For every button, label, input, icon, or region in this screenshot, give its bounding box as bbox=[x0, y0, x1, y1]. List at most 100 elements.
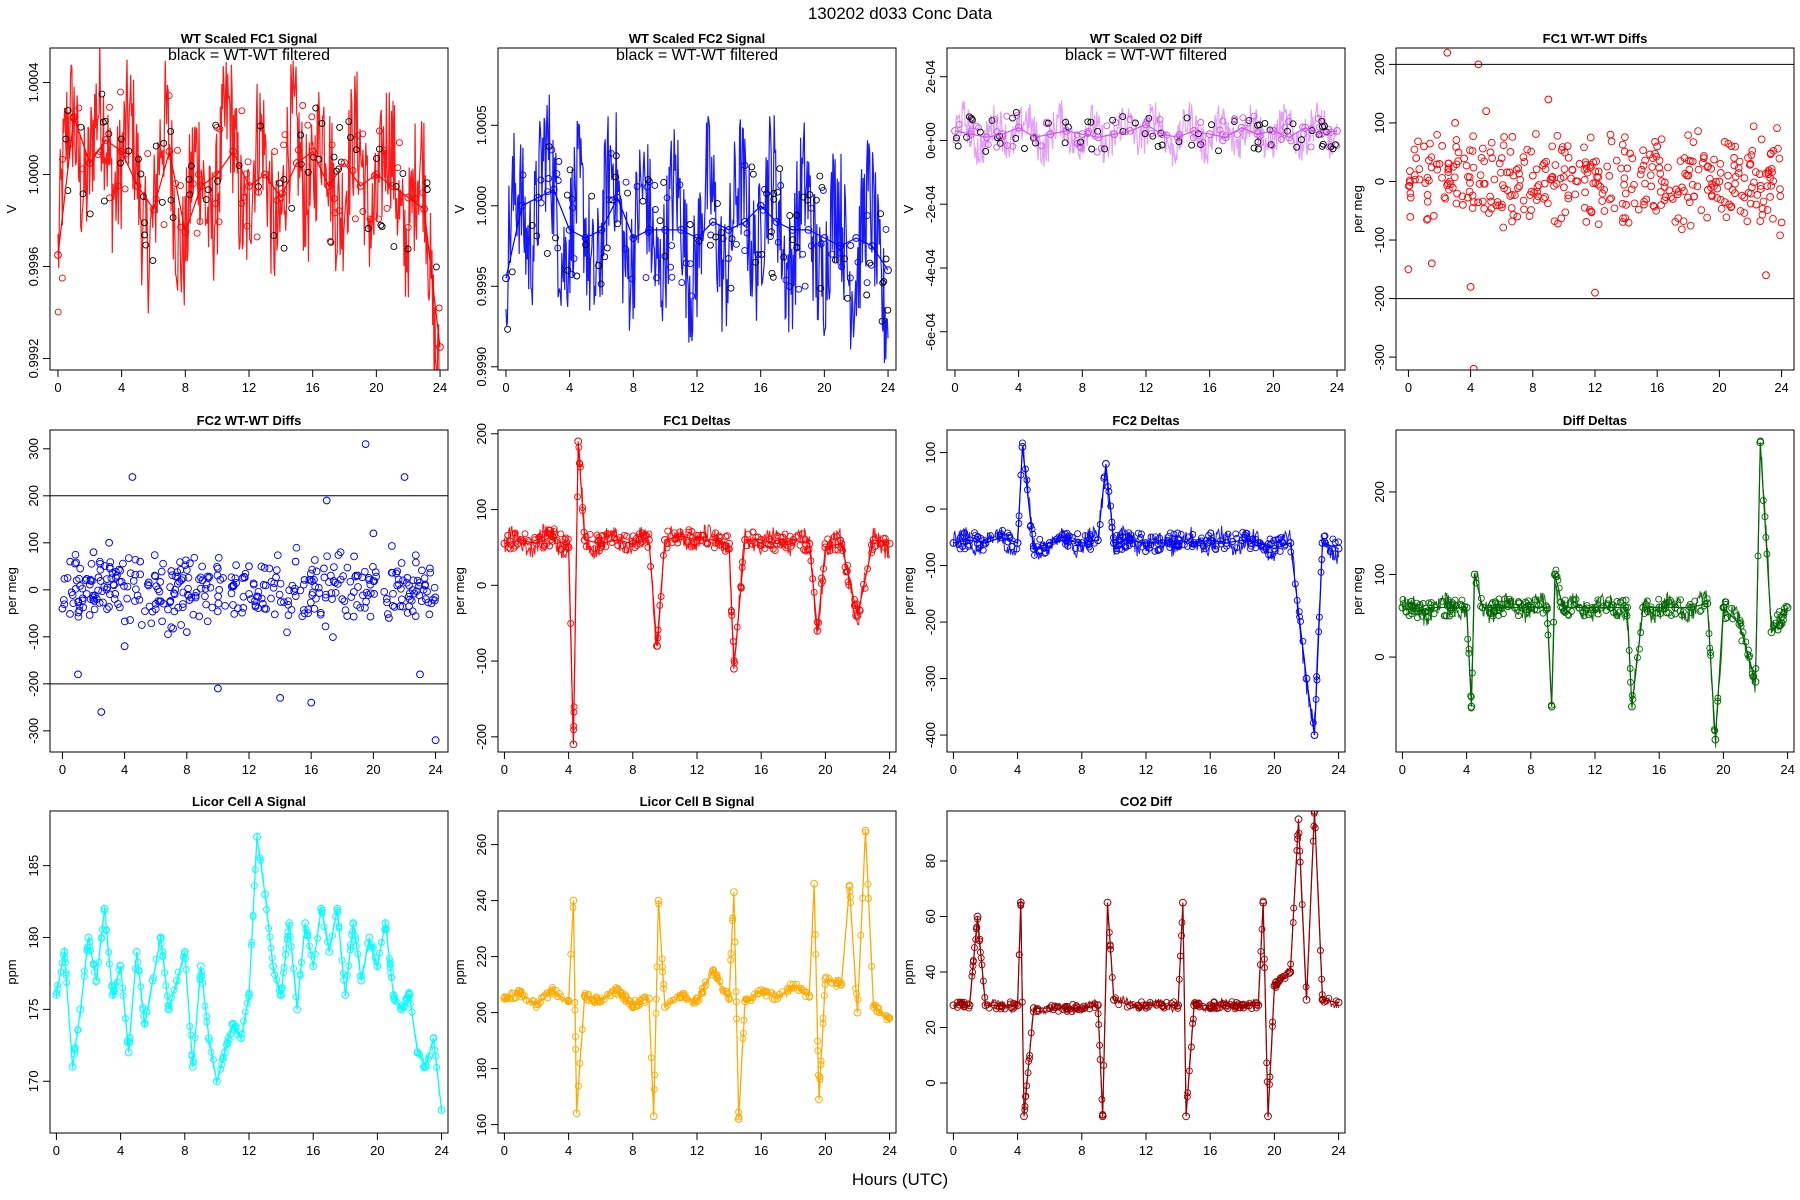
data-point bbox=[108, 991, 117, 999]
data-point bbox=[97, 708, 106, 716]
texture-marker bbox=[240, 193, 248, 201]
texture-marker bbox=[960, 529, 968, 537]
texture-marker bbox=[275, 590, 284, 599]
texture-marker bbox=[1077, 138, 1085, 146]
texture-marker bbox=[144, 581, 153, 590]
texture-marker bbox=[111, 590, 120, 598]
data-point bbox=[133, 182, 142, 190]
data-point bbox=[724, 226, 733, 234]
texture-marker bbox=[828, 250, 836, 258]
texture-marker bbox=[1084, 130, 1092, 137]
texture-marker bbox=[754, 251, 762, 258]
texture-marker bbox=[1552, 566, 1560, 574]
texture-marker bbox=[364, 591, 373, 599]
texture-marker bbox=[420, 574, 429, 583]
texture-marker bbox=[610, 530, 617, 538]
texture-marker bbox=[1738, 191, 1746, 200]
texture-marker bbox=[1508, 190, 1516, 199]
texture-marker bbox=[419, 585, 428, 594]
texture-marker bbox=[1620, 180, 1628, 189]
data-point bbox=[1020, 1112, 1028, 1121]
data-point bbox=[1110, 130, 1119, 139]
data-point bbox=[301, 919, 310, 927]
data-point bbox=[998, 130, 1007, 139]
x-tick-label: 8 bbox=[1527, 762, 1534, 777]
texture-marker bbox=[719, 235, 727, 242]
texture-marker bbox=[273, 551, 282, 560]
texture-marker bbox=[78, 596, 87, 605]
data-point bbox=[1334, 544, 1343, 553]
texture-marker bbox=[362, 588, 371, 597]
texture-marker bbox=[1767, 149, 1775, 158]
data-point bbox=[1190, 539, 1198, 547]
texture-marker bbox=[540, 540, 548, 548]
texture-marker bbox=[1469, 198, 1478, 206]
texture-marker bbox=[1480, 179, 1489, 188]
x-tick-label: 16 bbox=[754, 1143, 768, 1158]
data-point bbox=[1639, 603, 1647, 612]
x-tick-label: 20 bbox=[1266, 380, 1280, 395]
texture-marker bbox=[664, 527, 672, 535]
texture-marker bbox=[190, 553, 199, 562]
texture-marker bbox=[405, 589, 414, 598]
x-tick-label: 4 bbox=[121, 762, 128, 777]
texture-marker bbox=[345, 118, 353, 126]
texture-marker bbox=[543, 249, 551, 257]
data-point bbox=[661, 1003, 669, 1011]
y-tick-label: 1.0000 bbox=[474, 186, 489, 226]
texture-marker bbox=[159, 559, 167, 568]
texture-marker bbox=[1731, 179, 1739, 188]
texture-marker bbox=[686, 260, 694, 268]
texture-marker bbox=[380, 147, 388, 155]
data-point bbox=[1543, 603, 1551, 612]
data-point bbox=[124, 1048, 133, 1057]
texture-marker bbox=[361, 604, 369, 612]
plot-area bbox=[502, 94, 892, 364]
texture-marker bbox=[1526, 191, 1534, 199]
texture-marker bbox=[841, 255, 849, 263]
texture-marker bbox=[276, 598, 285, 606]
x-tick-label: 24 bbox=[433, 380, 447, 395]
texture-marker bbox=[1423, 173, 1432, 182]
texture-marker bbox=[603, 530, 611, 538]
texture-marker bbox=[776, 165, 784, 173]
data-point bbox=[734, 1115, 743, 1123]
texture-marker bbox=[863, 279, 871, 287]
texture-marker bbox=[1684, 131, 1692, 140]
texture-marker bbox=[1215, 147, 1222, 155]
texture-marker bbox=[167, 127, 175, 135]
texture-marker bbox=[588, 192, 596, 200]
y-tick-label: 200 bbox=[1372, 54, 1387, 76]
data-point bbox=[580, 536, 589, 544]
texture-marker bbox=[134, 155, 142, 163]
texture-marker bbox=[670, 529, 678, 537]
texture-marker bbox=[769, 273, 777, 281]
texture-marker bbox=[165, 92, 173, 100]
texture-marker bbox=[1415, 604, 1423, 612]
texture-marker bbox=[1769, 214, 1777, 223]
texture-marker bbox=[294, 146, 302, 154]
texture-marker bbox=[1750, 178, 1758, 187]
texture-marker bbox=[359, 208, 367, 215]
texture-marker bbox=[1689, 138, 1698, 146]
y-tick-label: 180 bbox=[474, 1058, 489, 1080]
y-tick-label: -100 bbox=[923, 553, 938, 579]
texture-marker bbox=[1663, 609, 1671, 617]
texture-marker bbox=[741, 162, 749, 169]
texture-marker bbox=[1773, 124, 1781, 132]
data-point bbox=[1206, 1001, 1215, 1010]
data-point bbox=[1459, 201, 1467, 209]
texture-marker bbox=[185, 596, 194, 604]
texture-marker bbox=[854, 258, 862, 266]
texture-marker bbox=[1723, 613, 1731, 621]
texture-marker bbox=[558, 546, 565, 554]
texture-marker bbox=[1613, 598, 1621, 605]
texture-marker bbox=[1113, 547, 1121, 555]
texture-marker bbox=[1716, 169, 1725, 177]
texture-marker bbox=[1233, 131, 1241, 139]
data-point bbox=[1762, 271, 1770, 280]
texture-marker bbox=[1571, 190, 1580, 199]
y-tick-label: 0.9990 bbox=[474, 347, 489, 387]
x-tick-label: 20 bbox=[369, 380, 383, 395]
data-point bbox=[1190, 1001, 1198, 1010]
